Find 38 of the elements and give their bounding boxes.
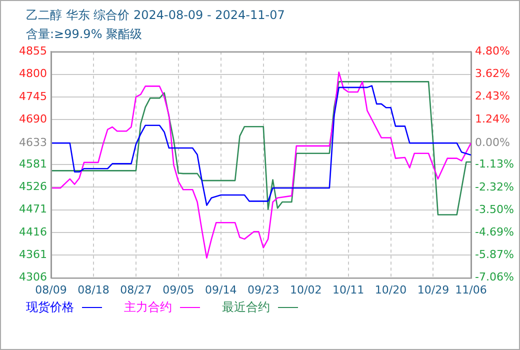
y2-tick-label: 4.80% <box>475 44 510 58</box>
x-tick-label: 09/14 <box>205 283 237 296</box>
y2-tick-label: -1.13% <box>475 158 514 171</box>
x-tick-label: 09/05 <box>162 283 194 296</box>
y-tick-label: 4633 <box>19 136 47 149</box>
y2-tick-label: -2.32% <box>475 180 514 194</box>
y-tick-label: 4416 <box>19 225 47 238</box>
x-tick-label: 09/23 <box>248 283 280 296</box>
y-tick-label: 4745 <box>19 90 47 103</box>
x-tick-label: 10/29 <box>417 283 450 296</box>
y-tick-label: 4581 <box>19 157 47 170</box>
x-tick-label: 10/20 <box>374 283 407 296</box>
legend-label: 主力合约 <box>124 299 172 316</box>
legend-label: 最近合约 <box>222 299 270 316</box>
y2-tick-label: -7.06% <box>475 270 514 284</box>
chart-subtitle: 含量:≥99.9% 聚酯级 <box>26 26 142 43</box>
y-tick-label: 4855 <box>19 44 47 58</box>
x-tick-label: 08/09 <box>35 283 67 296</box>
y-tick-label: 4471 <box>19 202 47 216</box>
y2-tick-label: 2.43% <box>475 90 510 103</box>
y-tick-label: 4690 <box>19 112 47 126</box>
x-tick-label: 08/27 <box>120 283 152 296</box>
x-tick-label: 08/18 <box>78 283 110 296</box>
y-tick-label: 4800 <box>19 67 47 80</box>
legend-label: 现货价格 <box>26 299 74 316</box>
chart-title: 乙二醇 华东 综合价 2024-08-09 - 2024-11-07 <box>26 7 285 24</box>
x-tick-label: 10/11 <box>332 283 364 296</box>
y2-tick-label: -4.69% <box>475 225 514 238</box>
y-tick-label: 4526 <box>19 180 47 194</box>
y2-tick-label: 0.00% <box>475 136 510 150</box>
y-tick-label: 4306 <box>19 270 47 284</box>
y2-tick-label: -5.87% <box>475 248 514 261</box>
x-tick-label: 10/02 <box>290 283 322 296</box>
y-tick-label: 4361 <box>19 248 47 261</box>
y2-tick-label: -3.50% <box>475 202 514 216</box>
y2-tick-label: 1.24% <box>475 112 510 126</box>
y2-tick-label: 3.62% <box>475 66 510 80</box>
x-tick-label: 11/06 <box>455 283 487 296</box>
